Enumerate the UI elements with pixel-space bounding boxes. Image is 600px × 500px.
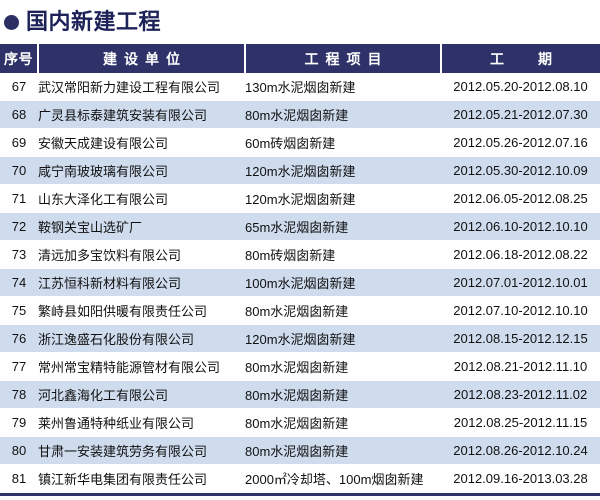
table-row: 77 常州常宝精特能源管材有限公司 80m水泥烟囱新建 2012.08.21-2012… (0, 352, 600, 381)
row-project: 80m水泥烟囱新建 (245, 380, 441, 409)
bottom-accent-line (0, 493, 600, 496)
row-index: 81 (0, 464, 38, 493)
table-header-row: 序号 建设单位 工程项目 工 期 (0, 44, 600, 73)
row-duration: 2012.05.20-2012.08.10 (441, 73, 600, 101)
table-row: 68 广灵县标泰建筑安装有限公司 80m水泥烟囱新建 2012.05.21-2012.… (0, 100, 600, 129)
row-duration: 2012.06.10-2012.10.10 (441, 212, 600, 241)
table-row: 76 浙江逸盛石化股份有限公司 120m水泥烟囱新建 2012.08.15-2012.… (0, 324, 600, 353)
column-header-index: 序号 (0, 44, 39, 73)
row-index: 73 (0, 240, 38, 269)
row-unit: 鞍钢关宝山选矿厂 (38, 212, 245, 241)
table-body: 67 武汉常阳新力建设工程有限公司 130m水泥烟囱新建 2012.05.20-201… (0, 73, 600, 493)
row-unit: 甘肃一安装建筑劳务有限公司 (38, 436, 245, 465)
column-header-duration: 工 期 (441, 44, 600, 73)
row-unit: 广灵县标泰建筑安装有限公司 (38, 100, 245, 129)
row-unit: 安徽天成建设有限公司 (38, 128, 245, 157)
row-unit: 镇江新华电集团有限责任公司 (38, 464, 245, 493)
table-row: 80 甘肃一安装建筑劳务有限公司 80m水泥烟囱新建 2012.08.26-2012.… (0, 436, 600, 465)
row-duration: 2012.08.21-2012.11.10 (441, 352, 600, 381)
table-row: 69 安徽天成建设有限公司 60m砖烟囱新建 2012.05.26-2012.07.1… (0, 128, 600, 157)
row-duration: 2012.09.16-2013.03.28 (441, 464, 600, 493)
row-duration: 2012.06.05-2012.08.25 (441, 184, 600, 213)
table-header: 序号 建设单位 工程项目 工 期 (0, 44, 600, 73)
table-row: 75 繁峙县如阳供暖有限责任公司 80m水泥烟囱新建 2012.07.10-2012.… (0, 296, 600, 325)
row-duration: 2012.07.10-2012.10.10 (441, 296, 600, 325)
row-unit: 常州常宝精特能源管材有限公司 (38, 352, 245, 381)
row-index: 74 (0, 268, 38, 297)
page-title-bar: 国内新建工程 (0, 0, 600, 44)
row-index: 77 (0, 352, 38, 381)
row-project: 80m水泥烟囱新建 (245, 100, 441, 129)
row-project: 2000㎡冷却塔、100m烟囱新建 (245, 464, 441, 493)
row-project: 120m水泥烟囱新建 (245, 184, 441, 213)
row-index: 76 (0, 324, 38, 353)
row-project: 80m水泥烟囱新建 (245, 436, 441, 465)
row-index: 67 (0, 73, 38, 101)
row-unit: 武汉常阳新力建设工程有限公司 (38, 73, 245, 101)
column-header-unit: 建设单位 (38, 44, 246, 73)
row-index: 80 (0, 436, 38, 465)
row-duration: 2012.08.25-2012.11.15 (441, 408, 600, 437)
table-row: 78 河北鑫海化工有限公司 80m水泥烟囱新建 2012.08.23-2012.11.… (0, 380, 600, 409)
table-row: 81 镇江新华电集团有限责任公司 2000㎡冷却塔、100m烟囱新建 2012.09.… (0, 464, 600, 493)
row-unit: 山东大泽化工有限公司 (38, 184, 245, 213)
table-row: 74 江苏恒科新材料有限公司 100m水泥烟囱新建 2012.07.01-2012.1… (0, 268, 600, 297)
row-index: 72 (0, 212, 38, 241)
row-index: 78 (0, 380, 38, 409)
table-row: 72 鞍钢关宝山选矿厂 65m水泥烟囱新建 2012.06.10-2012.10.10 (0, 212, 600, 241)
row-index: 68 (0, 100, 38, 129)
row-project: 120m水泥烟囱新建 (245, 156, 441, 185)
row-duration: 2012.07.01-2012.10.01 (441, 268, 600, 297)
row-index: 70 (0, 156, 38, 185)
row-unit: 河北鑫海化工有限公司 (38, 380, 245, 409)
row-project: 65m水泥烟囱新建 (245, 212, 441, 241)
row-duration: 2012.05.26-2012.07.16 (441, 128, 600, 157)
row-duration: 2012.05.21-2012.07.30 (441, 100, 600, 129)
row-duration: 2012.08.15-2012.12.15 (441, 324, 600, 353)
row-project: 80m水泥烟囱新建 (245, 296, 441, 325)
row-duration: 2012.08.26-2012.10.24 (441, 436, 600, 465)
row-project: 80m水泥烟囱新建 (245, 352, 441, 381)
column-header-project: 工程项目 (245, 44, 442, 73)
projects-table: 序号 建设单位 工程项目 工 期 67 武汉常阳新力建设工程有限公司 130m水泥烟… (0, 44, 600, 493)
row-project: 80m砖烟囱新建 (245, 240, 441, 269)
row-index: 75 (0, 296, 38, 325)
row-unit: 江苏恒科新材料有限公司 (38, 268, 245, 297)
row-index: 79 (0, 408, 38, 437)
row-duration: 2012.06.18-2012.08.22 (441, 240, 600, 269)
filled-circle-icon (4, 14, 19, 30)
row-unit: 莱州鲁通特种纸业有限公司 (38, 408, 245, 437)
row-unit: 繁峙县如阳供暖有限责任公司 (38, 296, 245, 325)
table-row: 79 莱州鲁通特种纸业有限公司 80m水泥烟囱新建 2012.08.25-2012.1… (0, 408, 600, 437)
page-title: 国内新建工程 (26, 9, 162, 34)
row-index: 69 (0, 128, 38, 157)
row-duration: 2012.08.23-2012.11.02 (441, 380, 600, 409)
row-unit: 清远加多宝饮料有限公司 (38, 240, 245, 269)
row-index: 71 (0, 184, 38, 213)
row-project: 80m水泥烟囱新建 (245, 408, 441, 437)
row-project: 120m水泥烟囱新建 (245, 324, 441, 353)
table-row: 71 山东大泽化工有限公司 120m水泥烟囱新建 2012.06.05-2012.08… (0, 184, 600, 213)
table-row: 73 清远加多宝饮料有限公司 80m砖烟囱新建 2012.06.18-2012.08.… (0, 240, 600, 269)
table-row: 67 武汉常阳新力建设工程有限公司 130m水泥烟囱新建 2012.05.20-201… (0, 73, 600, 101)
table-row: 70 咸宁南玻玻璃有限公司 120m水泥烟囱新建 2012.05.30-2012.10… (0, 156, 600, 185)
row-project: 130m水泥烟囱新建 (245, 73, 441, 101)
row-duration: 2012.05.30-2012.10.09 (441, 156, 600, 185)
row-unit: 咸宁南玻玻璃有限公司 (38, 156, 245, 185)
row-project: 100m水泥烟囱新建 (245, 268, 441, 297)
row-project: 60m砖烟囱新建 (245, 128, 441, 157)
row-unit: 浙江逸盛石化股份有限公司 (38, 324, 245, 353)
